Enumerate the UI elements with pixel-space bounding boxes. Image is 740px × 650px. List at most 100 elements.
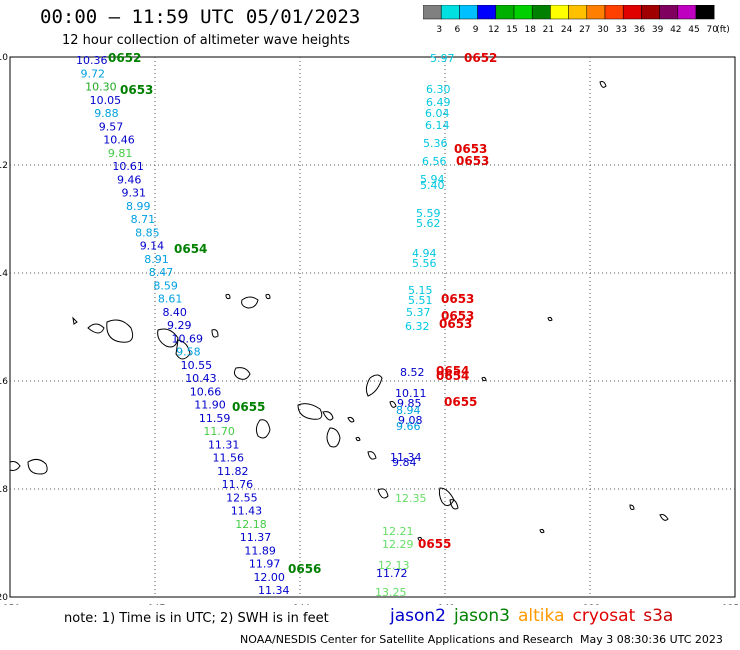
wave-height-label: 13.25 — [375, 586, 407, 599]
lon-tick-label: -141 — [435, 604, 455, 605]
island-outline — [365, 374, 383, 397]
wave-height-label: 9.81 — [108, 147, 133, 160]
wave-height-label: 10.46 — [103, 134, 135, 147]
wave-height-label: 9.14 — [140, 240, 165, 253]
wave-height-label: 9.88 — [94, 107, 119, 120]
pass-label-s3a: 0655 — [418, 537, 451, 551]
wave-height-label: 8.52 — [400, 366, 425, 379]
colorbar-label: 39 — [652, 25, 664, 35]
lon-tick-label: -144 — [290, 604, 311, 605]
wave-height-label: 11.59 — [199, 412, 231, 425]
colorbar-label: 9 — [473, 25, 479, 35]
wave-height-label: 12.55 — [226, 491, 258, 504]
colorbar-label: 30 — [597, 25, 609, 35]
wave-height-label: 5.62 — [416, 217, 441, 230]
colorbar-label: 36 — [634, 25, 646, 35]
lat-tick-label: -10 — [0, 53, 8, 63]
satellite-legend: jason2 jason3 altika cryosat s3a — [390, 606, 681, 626]
wave-height-label: 9.58 — [176, 346, 201, 359]
wave-height-label: 6.04 — [425, 107, 450, 120]
island-outline — [322, 411, 334, 421]
wave-height-label: 11.37 — [240, 531, 271, 544]
wave-height-label: 11.90 — [194, 399, 226, 412]
wave-height-label: 5.37 — [406, 306, 431, 319]
wave-height-label: 10.55 — [181, 359, 213, 372]
wave-height-label: 10.43 — [185, 372, 217, 385]
island-outline — [233, 367, 251, 380]
island-outline — [659, 514, 669, 521]
colorbar-label: 15 — [506, 25, 517, 35]
credit-line: NOAA/NESDIS Center for Satellite Applica… — [240, 633, 574, 646]
island-outline — [241, 296, 259, 309]
colorbar-label: 42 — [670, 25, 681, 35]
wave-height-label: 9.72 — [81, 67, 106, 80]
island-outline — [225, 293, 231, 300]
wave-height-label: 8.99 — [126, 200, 151, 213]
wave-height-label: 6.14 — [425, 119, 450, 132]
wave-height-label: 11.89 — [244, 544, 276, 557]
island-outline — [417, 536, 423, 542]
wave-height-label: 12.18 — [235, 518, 267, 531]
wave-height-label: 11.56 — [213, 452, 245, 465]
pass-label-s3a: 0653 — [441, 292, 474, 306]
island-outline — [255, 419, 271, 439]
wave-height-label: 10.61 — [112, 160, 143, 173]
island-outline — [157, 328, 179, 348]
wave-height-label: 11.31 — [208, 438, 240, 451]
island-outline — [347, 416, 355, 423]
lat-tick-label: -16 — [0, 377, 8, 387]
island-outline — [27, 458, 48, 475]
pass-label-jason3: 0656 — [288, 562, 321, 576]
island-outline — [389, 401, 397, 408]
island-outline — [377, 488, 389, 499]
wave-height-label: 12.00 — [253, 571, 285, 584]
pass-label-s3a: 0653 — [454, 142, 487, 156]
island-outline — [355, 436, 361, 442]
chart-subtitle: 12 hour collection of altimeter wave hei… — [62, 33, 350, 48]
footnote: note: 1) Time is in UTC; 2) SWH is in fe… — [64, 611, 329, 626]
wave-height-label: 10.30 — [85, 81, 117, 94]
legend-altika: altika — [518, 606, 565, 626]
lon-tick-label: -138 — [580, 604, 601, 605]
pass-label-s3a: 0653 — [441, 309, 474, 323]
wave-height-label: 6.56 — [422, 155, 447, 168]
wave-height-label: 5.15 — [408, 284, 433, 297]
island-outline — [265, 293, 271, 300]
wave-height-label: 8.40 — [162, 306, 187, 319]
wave-height-label: 8.91 — [144, 253, 169, 266]
colorbar-label: 21 — [543, 25, 554, 35]
wave-height-label: 6.30 — [426, 83, 451, 96]
legend-cryosat: cryosat — [572, 606, 636, 626]
island-outline — [175, 339, 191, 360]
island-outline — [211, 329, 219, 338]
wave-height-label: 5.36 — [423, 137, 448, 150]
altimeter-map: -150 -147 -144 -141 -138 -135 -10 -12 -14 -16 -18 -… — [0, 51, 739, 605]
island-outline — [438, 487, 455, 506]
island-outline — [367, 451, 377, 460]
lat-tick-label: -18 — [0, 485, 8, 495]
wave-height-label: 8.61 — [158, 293, 183, 306]
map-frame — [9, 56, 736, 598]
colorbar-label: 33 — [615, 25, 626, 35]
pass-label-jason3: 0654 — [174, 242, 207, 256]
wave-height-label: 5.59 — [416, 207, 441, 220]
pass-label-s3a: 0653 — [456, 154, 489, 168]
lon-tick-label: -135 — [719, 604, 739, 605]
colorbar-label: 3 — [436, 25, 442, 35]
wave-height-label: 5.97 — [430, 52, 455, 65]
lat-tick-label: -20 — [0, 593, 8, 603]
wave-height-label: 5.94 — [420, 173, 445, 186]
wave-height-label: 9.31 — [122, 187, 147, 200]
legend-jason3: jason3 — [454, 606, 510, 626]
legend-jason2: jason2 — [390, 606, 446, 626]
wave-height-label: 8.71 — [131, 213, 156, 226]
wave-height-label: 9.57 — [99, 120, 124, 133]
lat-tick-label: -12 — [0, 161, 8, 171]
wave-height-label: 11.34 — [390, 451, 422, 464]
wave-height-label: 10.11 — [395, 387, 427, 400]
wave-height-label: 10.36 — [76, 54, 108, 67]
colorbar-label: 45 — [688, 25, 699, 35]
legend-s3a: s3a — [643, 606, 674, 626]
wave-height-label: 10.69 — [172, 332, 204, 345]
wave-height-label: 9.46 — [117, 173, 142, 186]
